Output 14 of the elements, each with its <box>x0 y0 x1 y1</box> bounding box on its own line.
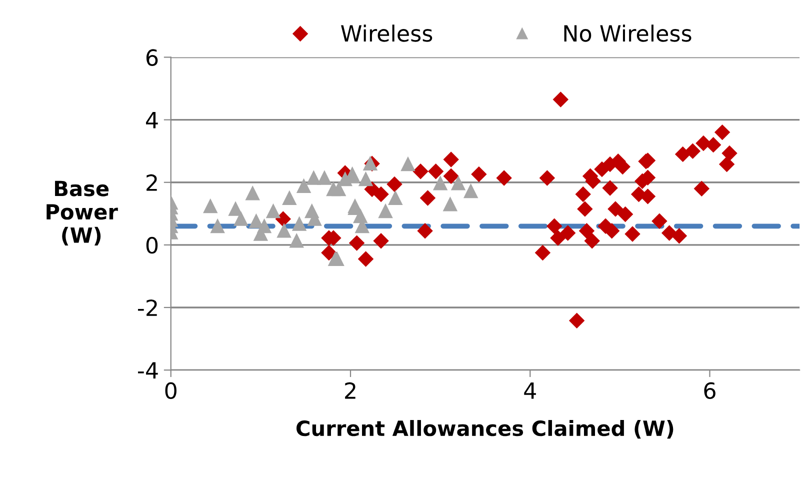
y-tick-label: 4 <box>146 112 158 128</box>
x-tick-label: 2 <box>345 382 356 399</box>
y-tick-label: 0 <box>146 236 158 254</box>
x-tick-label: 4 <box>524 382 536 399</box>
y-tick-label: 6 <box>146 49 158 66</box>
legend-label: Wireless <box>341 24 432 42</box>
x-tick-label: 0 <box>165 382 176 400</box>
y-tick-label: 2 <box>146 174 157 191</box>
y-axis-title: Base Power (W) <box>46 180 118 246</box>
x-tick-label: 6 <box>704 382 716 400</box>
y-tick-label: -4 <box>138 362 158 378</box>
y-tick-label: -2 <box>138 299 157 316</box>
x-axis-title: Current Allowances Claimed (W) <box>296 420 674 439</box>
legend-label: No Wireless <box>564 24 692 42</box>
